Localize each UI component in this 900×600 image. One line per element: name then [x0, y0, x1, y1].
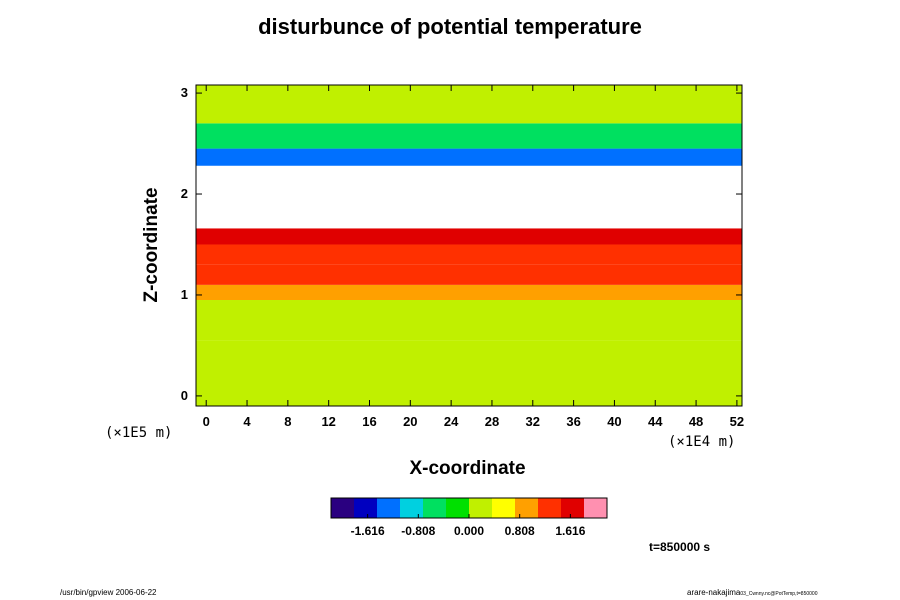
field-band-2	[196, 284, 742, 301]
field-band-9	[196, 85, 742, 124]
x-tick-label: 28	[484, 414, 500, 429]
colorbar-cell-7	[492, 498, 516, 518]
field-band-5	[196, 228, 742, 245]
footer-variable: 03_Cwnny.nc@PotTemp,t=850000	[740, 591, 818, 597]
y-tick-label: 0	[180, 387, 188, 403]
x-tick-label: 16	[362, 414, 377, 429]
potential-temperature-field	[196, 85, 742, 406]
x-tick-label: 40	[607, 414, 622, 429]
colorbar-label: 0.808	[504, 524, 535, 538]
plot-frame	[195, 84, 743, 407]
x-tick-label: 44	[648, 414, 663, 429]
x-tick-label: 4	[243, 414, 251, 429]
colorbar-label: -1.616	[350, 524, 385, 538]
colorbar-cell-5	[446, 498, 470, 518]
footer-author-name: arare-nakajima	[687, 588, 741, 597]
colorbar-cell-11	[584, 498, 608, 518]
x-tick-label: 20	[403, 414, 418, 429]
y-tick-label: 2	[180, 186, 188, 202]
chart-title: disturbunce of potential temperature	[258, 14, 642, 39]
footer-author: arare-nakajima03_Cwnny.nc@PotTemp,t=8500…	[687, 588, 817, 597]
x-tick-label: 32	[525, 414, 541, 429]
field-band-4	[196, 244, 742, 265]
time-annotation: t=850000 s	[649, 540, 711, 554]
colorbar-cell-6	[469, 498, 493, 518]
field-band-0	[196, 340, 742, 406]
x-tick-label: 8	[284, 414, 292, 429]
colorbar	[330, 497, 608, 519]
colorbar-cell-9	[538, 498, 562, 518]
y-tick-label: 3	[180, 85, 188, 101]
colorbar-cell-0	[331, 498, 355, 518]
colorbar-cell-3	[400, 498, 424, 518]
x-tick-label: 24	[443, 414, 459, 429]
y-tick-label: 1	[180, 286, 188, 302]
colorbar-cell-4	[423, 498, 447, 518]
colorbar-cell-2	[377, 498, 401, 518]
colorbar-cell-8	[515, 498, 539, 518]
colorbar-cell-1	[354, 498, 378, 518]
field-band-1	[196, 300, 742, 341]
x-tick-label: 52	[729, 414, 745, 429]
field-band-7	[196, 148, 742, 166]
x-axis-ticks	[205, 85, 738, 406]
x-tick-label: 0	[202, 414, 210, 429]
y-axis-unit: (×1E5 m)	[105, 425, 173, 441]
x-tick-label: 48	[688, 414, 704, 429]
field-band-6	[196, 165, 742, 229]
x-tick-label: 12	[321, 414, 336, 429]
colorbar-cell-10	[561, 498, 585, 518]
field-band-8	[196, 123, 742, 149]
x-axis-unit: (×1E4 m)	[668, 434, 736, 450]
colorbar-label: 0.000	[453, 524, 485, 538]
x-axis-label: X-coordinate	[409, 458, 526, 479]
footer-command: /usr/bin/gpview 2006-06-22	[60, 588, 157, 597]
colorbar-label: -0.808	[401, 524, 436, 538]
y-axis-ticks	[196, 92, 742, 397]
colorbar-label: 1.616	[555, 524, 586, 538]
field-band-3	[196, 264, 742, 285]
x-tick-label: 36	[566, 414, 581, 429]
